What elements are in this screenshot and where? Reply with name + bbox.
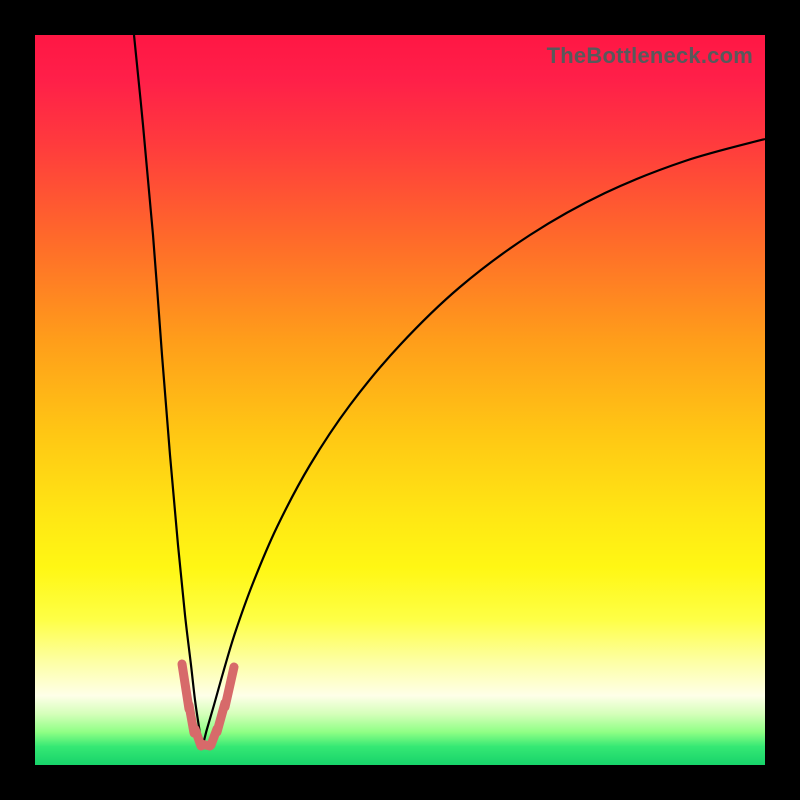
- chart-outer-frame: TheBottleneck.com: [0, 0, 800, 800]
- watermark-text: TheBottleneck.com: [547, 43, 753, 69]
- plot-area: TheBottleneck.com: [35, 35, 765, 765]
- bottleneck-curve: [35, 35, 765, 765]
